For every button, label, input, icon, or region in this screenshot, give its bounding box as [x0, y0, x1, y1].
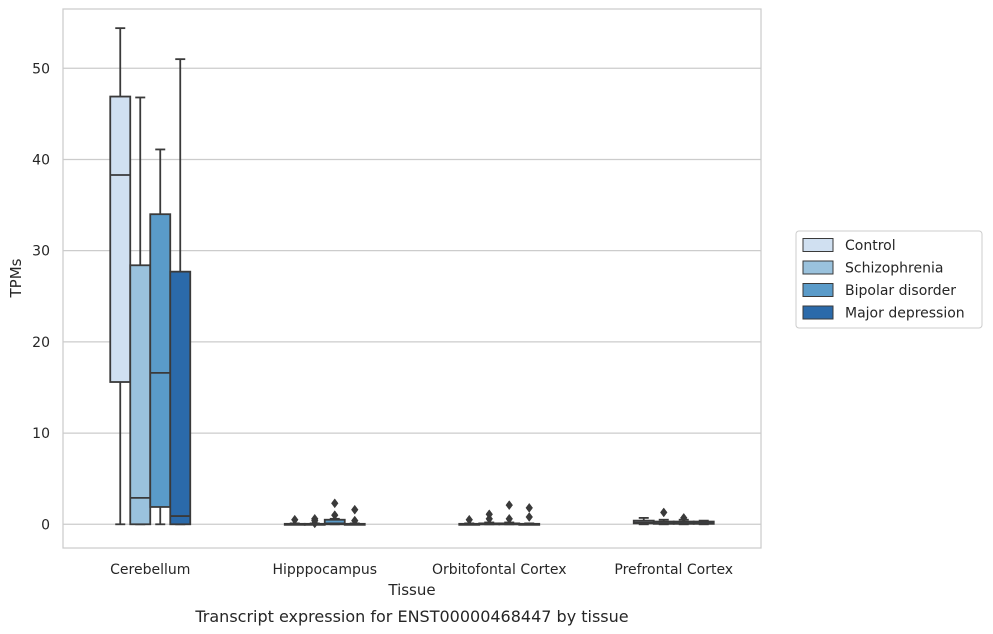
y-axis-label: TPMs	[7, 258, 25, 298]
legend-swatch	[802, 238, 834, 252]
x-tick-label: Cerebellum	[110, 562, 190, 578]
x-tick-label: Hipppocampus	[272, 562, 377, 578]
outlier-point	[660, 507, 668, 518]
box	[149, 213, 172, 508]
outlier-point	[525, 502, 533, 513]
outlier-point	[680, 512, 688, 523]
category-group	[109, 27, 192, 526]
legend-frame	[795, 230, 983, 329]
legend-label: Control	[845, 238, 896, 254]
box	[169, 270, 192, 526]
legend-swatch	[802, 283, 834, 297]
legend-label: Major depression	[845, 306, 965, 322]
y-tick-label: 40	[32, 152, 50, 168]
category-group	[632, 507, 715, 526]
x-tick-label: Orbitofontal Cortex	[432, 562, 567, 578]
outlier-point	[331, 498, 339, 509]
chart-caption: Transcript expression for ENST0000046844…	[194, 607, 628, 626]
y-axis-ticks: 0 10 20 30 40 50	[32, 61, 50, 533]
y-tick-label: 10	[32, 426, 50, 442]
legend-swatch	[802, 305, 834, 320]
legend: Control Schizophrenia Bipolar disorder Majo…	[795, 230, 983, 329]
box-groups	[109, 27, 715, 529]
outlier-point	[525, 512, 533, 522]
outlier-point	[505, 513, 513, 524]
x-axis-ticks: Cerebellum Hipppocampus Orbitofontal Corte…	[110, 562, 733, 578]
x-axis-label: Tissue	[387, 581, 435, 599]
outlier-point	[485, 509, 493, 520]
outlier-point	[351, 515, 359, 526]
category-group	[283, 498, 366, 529]
outlier-point	[331, 510, 339, 521]
outlier-point	[311, 513, 319, 524]
legend-label: Schizophrenia	[845, 261, 943, 277]
y-tick-label: 20	[32, 335, 50, 351]
plot-frame	[62, 8, 762, 549]
legend-swatch	[802, 260, 834, 275]
legend-label: Bipolar disorder	[845, 283, 956, 299]
x-tick-label: Prefrontal Cortex	[614, 562, 733, 578]
box	[129, 264, 152, 526]
y-tick-label: 30	[32, 244, 50, 260]
outlier-point	[351, 504, 359, 515]
outlier-point	[291, 514, 299, 525]
outlier-point	[465, 514, 473, 525]
box	[109, 95, 132, 383]
outlier-point	[505, 500, 513, 511]
y-tick-label: 0	[41, 517, 50, 533]
category-group	[458, 500, 541, 526]
y-tick-label: 50	[32, 61, 50, 77]
